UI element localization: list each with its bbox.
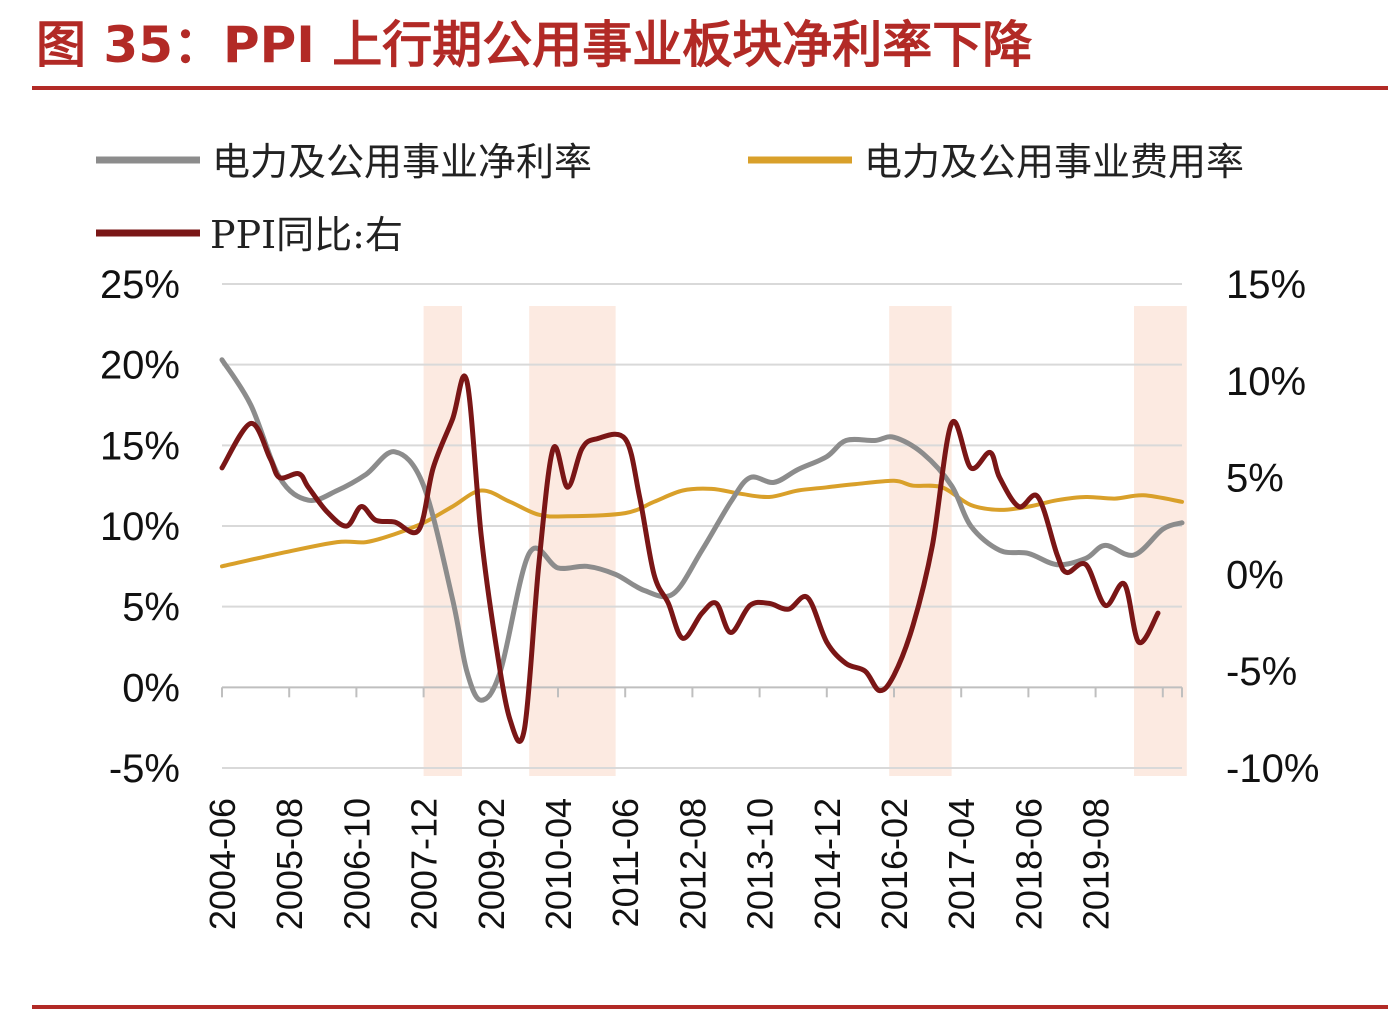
shaded-period-3 [889, 306, 952, 776]
x-tick-label: 2006-10 [336, 798, 377, 930]
title-rule [32, 86, 1388, 90]
legend: 电力及公用事业净利率 电力及公用事业费用率 PPI同比:右 [96, 140, 1244, 257]
y-right-tick-label: 15% [1226, 263, 1306, 307]
y-right-tick-label: 0% [1226, 553, 1284, 597]
x-tick-label: 2011-06 [605, 798, 646, 927]
y-left-tick-label: 15% [100, 424, 180, 468]
x-tick-label: 2019-08 [1076, 798, 1117, 930]
y-left-tick-label: 5% [122, 586, 180, 630]
legend-label-expense-ratio: 电力及公用事业费用率 [864, 140, 1244, 184]
chart-title: 图 35：PPI 上行期公用事业板块净利率下降 [36, 16, 1033, 74]
x-tick-label: 2018-06 [1008, 798, 1049, 930]
y-left-tick-label: 10% [100, 505, 180, 549]
x-tick-label: 2013-10 [740, 798, 781, 930]
x-tick-label: 2004-06 [202, 798, 243, 930]
x-tick-label: 2017-04 [941, 798, 982, 930]
series-ppi-line [219, 373, 1161, 744]
x-tick-label: 2010-04 [538, 798, 579, 930]
y-left-tick-label: 20% [100, 344, 180, 388]
y-right-tick-label: 5% [1226, 457, 1284, 501]
shaded-period-4 [1134, 306, 1187, 776]
x-tick-label: 2007-12 [404, 798, 445, 930]
series-lines [219, 357, 1185, 744]
x-tick-label: 2005-08 [269, 798, 310, 930]
y-right-tick-label: -5% [1226, 650, 1297, 694]
legend-label-ppi: PPI同比:右 [210, 213, 403, 257]
y-left-tick-label: 0% [122, 666, 180, 710]
y-left-tick-label: 25% [100, 263, 180, 307]
axes: 25% 20% 15% 10% 5% 0% -5% 15% 10% 5% 0% -5% -10% 2004… [100, 263, 1319, 930]
gridlines [222, 283, 1182, 769]
x-tick-label: 2016-02 [874, 798, 915, 930]
y-right-tick-label: 10% [1226, 360, 1306, 404]
shaded-period-1 [423, 306, 462, 776]
shaded-periods [423, 306, 1187, 776]
x-tick-label: 2012-08 [672, 798, 713, 930]
footer-rule [32, 1005, 1388, 1009]
x-tick-label: 2009-02 [471, 798, 512, 930]
y-left-tick-label: -5% [109, 747, 180, 791]
series-net-margin-line [219, 357, 1185, 703]
y-right-tick-label: -10% [1226, 747, 1319, 791]
x-tick-label: 2014-12 [807, 798, 848, 930]
legend-label-net-margin: 电力及公用事业净利率 [212, 140, 592, 184]
